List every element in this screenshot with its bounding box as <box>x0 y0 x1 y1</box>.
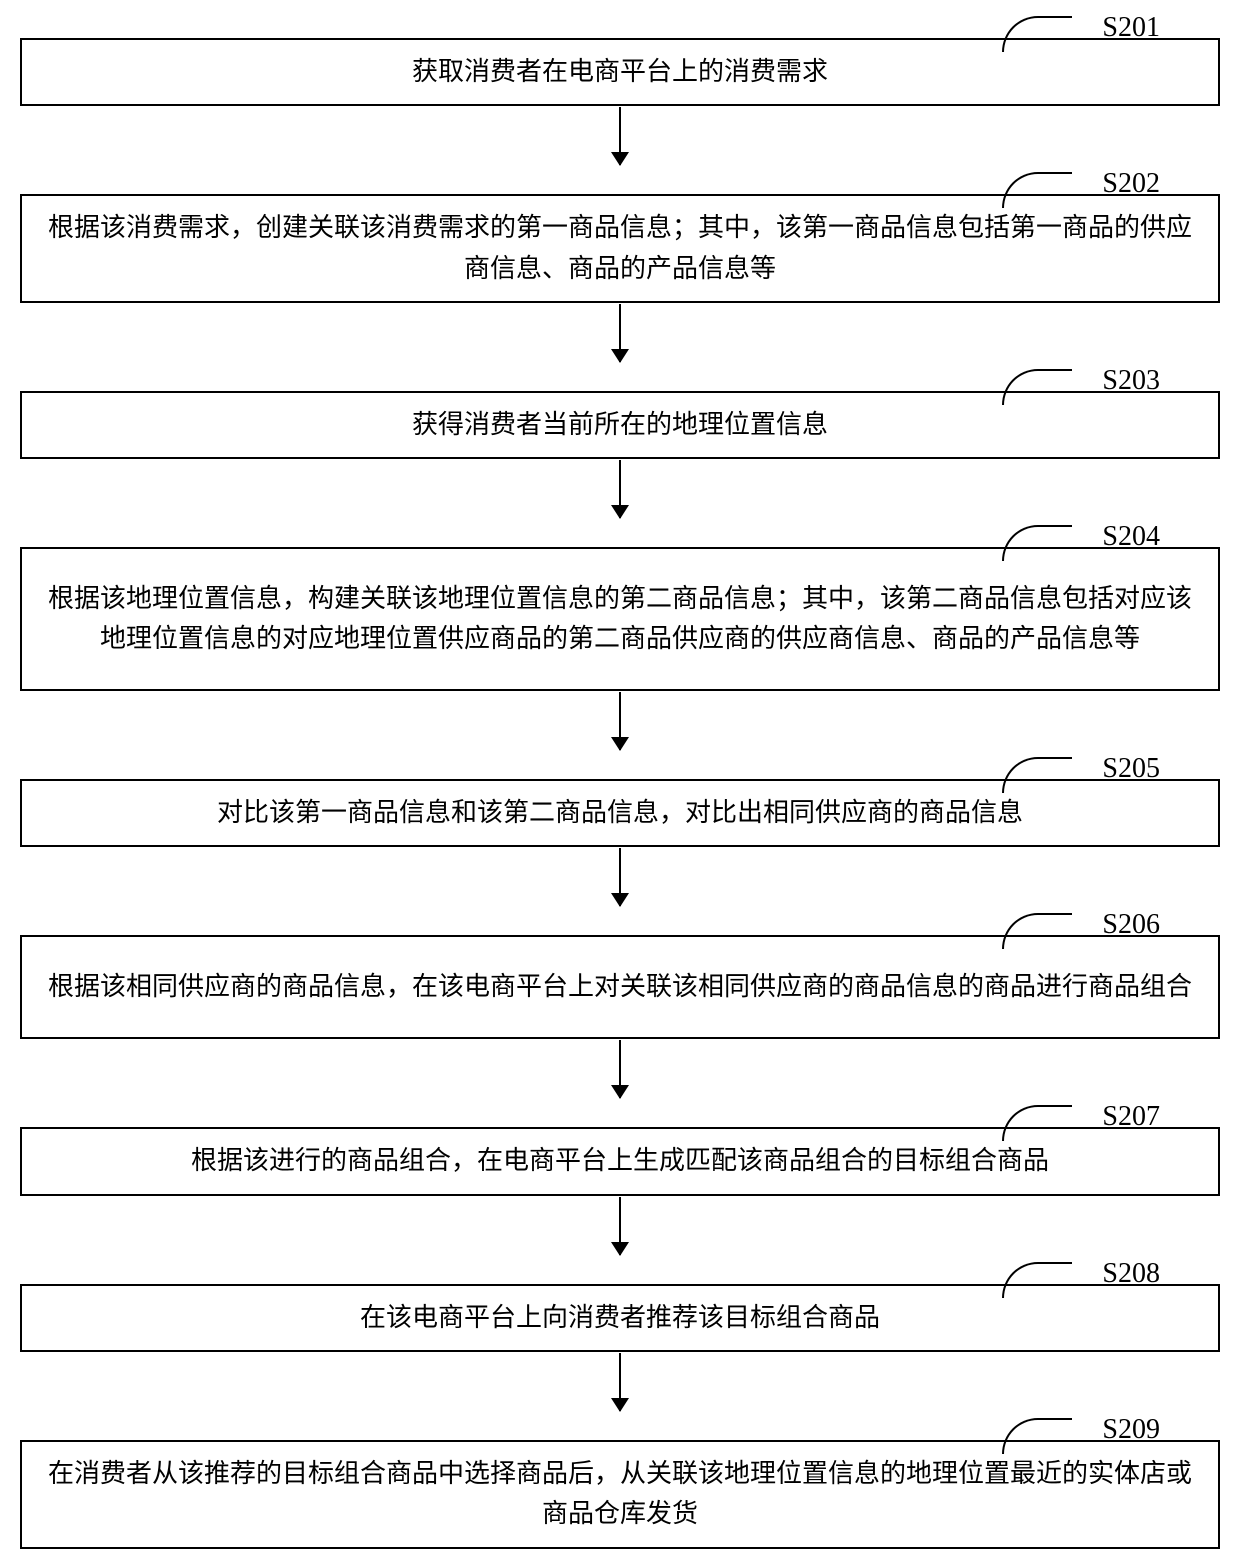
arrow-head-icon <box>611 1398 629 1412</box>
arrow <box>20 459 1220 519</box>
step-label: S202 <box>1102 168 1160 200</box>
arrow-head-icon <box>611 737 629 751</box>
step-text: 获得消费者当前所在的地理位置信息 <box>412 405 828 445</box>
step-box: 在消费者从该推荐的目标组合商品中选择商品后，从关联该地理位置信息的地理位置最近的… <box>20 1440 1220 1549</box>
step-label: S203 <box>1102 365 1160 397</box>
label-connector <box>1002 369 1072 405</box>
step-label: S201 <box>1102 12 1160 44</box>
step-label: S207 <box>1102 1101 1160 1133</box>
arrow-head-icon <box>611 152 629 166</box>
label-connector <box>1002 913 1072 949</box>
step-S201: S201 获取消费者在电商平台上的消费需求 <box>20 10 1220 106</box>
arrow-head-icon <box>611 893 629 907</box>
step-box: 根据该消费需求，创建关联该消费需求的第一商品信息；其中，该第一商品信息包括第一商… <box>20 194 1220 303</box>
label-connector <box>1002 1262 1072 1298</box>
arrow <box>20 1039 1220 1099</box>
step-S207: S207 根据该进行的商品组合，在电商平台上生成匹配该商品组合的目标组合商品 <box>20 1099 1220 1195</box>
step-text: 在消费者从该推荐的目标组合商品中选择商品后，从关联该地理位置信息的地理位置最近的… <box>40 1454 1200 1535</box>
flowchart-container: S201 获取消费者在电商平台上的消费需求 S202 根据该消费需求，创建关联该消费需… <box>20 10 1220 1549</box>
step-text: 对比该第一商品信息和该第二商品信息，对比出相同供应商的商品信息 <box>217 793 1023 833</box>
label-connector <box>1002 1105 1072 1141</box>
arrow <box>20 106 1220 166</box>
step-label: S204 <box>1102 521 1160 553</box>
step-S203: S203 获得消费者当前所在的地理位置信息 <box>20 363 1220 459</box>
arrow <box>20 1352 1220 1412</box>
step-text: 根据该地理位置信息，构建关联该地理位置信息的第二商品信息；其中，该第二商品信息包… <box>40 579 1200 660</box>
arrow <box>20 303 1220 363</box>
step-label: S206 <box>1102 909 1160 941</box>
arrow <box>20 691 1220 751</box>
step-text: 在该电商平台上向消费者推荐该目标组合商品 <box>360 1298 880 1338</box>
step-label: S208 <box>1102 1258 1160 1290</box>
arrow <box>20 847 1220 907</box>
label-connector <box>1002 1418 1072 1454</box>
step-text: 根据该消费需求，创建关联该消费需求的第一商品信息；其中，该第一商品信息包括第一商… <box>40 208 1200 289</box>
step-label: S205 <box>1102 753 1160 785</box>
step-S204: S204 根据该地理位置信息，构建关联该地理位置信息的第二商品信息；其中，该第二商… <box>20 519 1220 691</box>
step-S208: S208 在该电商平台上向消费者推荐该目标组合商品 <box>20 1256 1220 1352</box>
step-S205: S205 对比该第一商品信息和该第二商品信息，对比出相同供应商的商品信息 <box>20 751 1220 847</box>
arrow-head-icon <box>611 1242 629 1256</box>
label-connector <box>1002 757 1072 793</box>
label-connector <box>1002 525 1072 561</box>
step-text: 获取消费者在电商平台上的消费需求 <box>412 52 828 92</box>
step-box: 根据该地理位置信息，构建关联该地理位置信息的第二商品信息；其中，该第二商品信息包… <box>20 547 1220 691</box>
step-text: 根据该相同供应商的商品信息，在该电商平台上对关联该相同供应商的商品信息的商品进行… <box>48 967 1192 1007</box>
step-label: S209 <box>1102 1414 1160 1446</box>
arrow-head-icon <box>611 505 629 519</box>
label-connector <box>1002 172 1072 208</box>
arrow-head-icon <box>611 349 629 363</box>
step-text: 根据该进行的商品组合，在电商平台上生成匹配该商品组合的目标组合商品 <box>191 1141 1049 1181</box>
step-S202: S202 根据该消费需求，创建关联该消费需求的第一商品信息；其中，该第一商品信息包… <box>20 166 1220 303</box>
arrow <box>20 1196 1220 1256</box>
arrow-head-icon <box>611 1085 629 1099</box>
step-S206: S206 根据该相同供应商的商品信息，在该电商平台上对关联该相同供应商的商品信息的… <box>20 907 1220 1039</box>
step-box: 根据该相同供应商的商品信息，在该电商平台上对关联该相同供应商的商品信息的商品进行… <box>20 935 1220 1039</box>
label-connector <box>1002 16 1072 52</box>
step-S209: S209 在消费者从该推荐的目标组合商品中选择商品后，从关联该地理位置信息的地理位… <box>20 1412 1220 1549</box>
